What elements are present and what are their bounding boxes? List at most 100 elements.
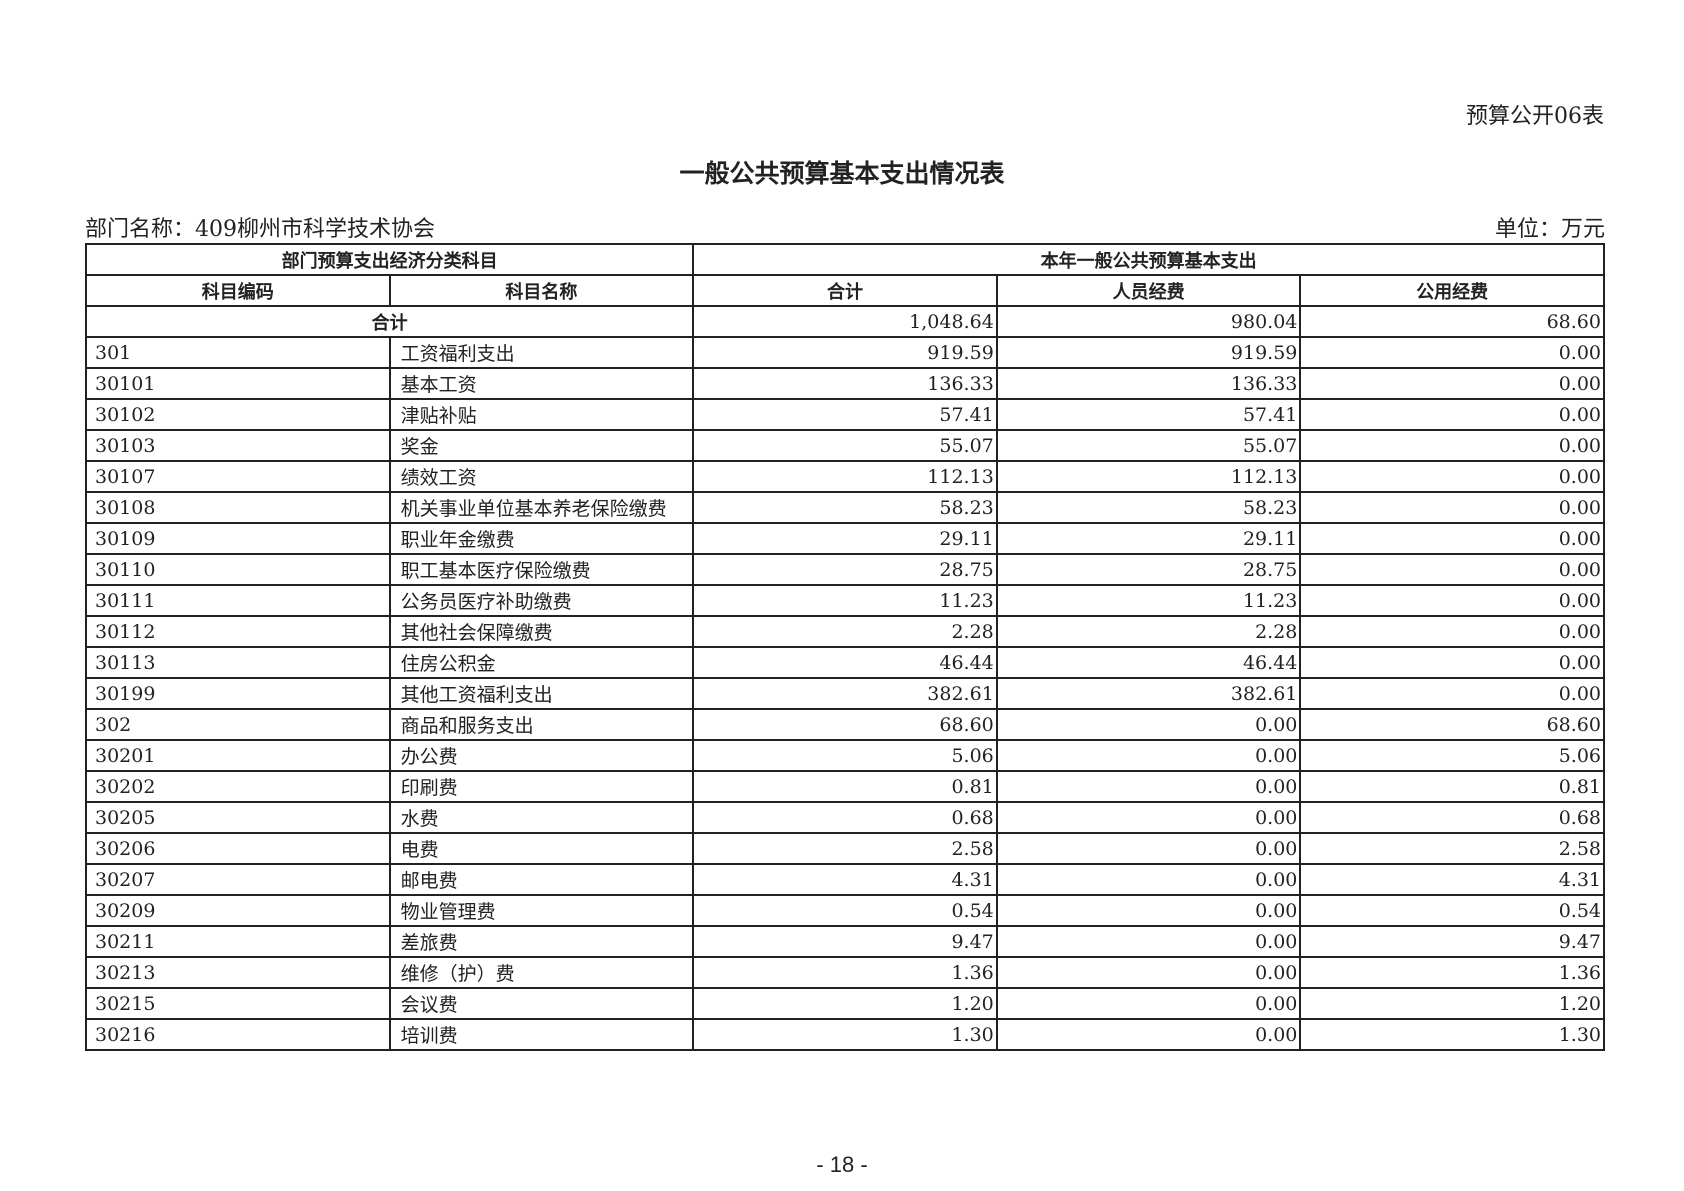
cell-name: 机关事业单位基本养老保险缴费 <box>388 491 695 524</box>
cell-name: 其他工资福利支出 <box>388 677 695 710</box>
cell-personnel: 46.44 <box>995 646 1302 679</box>
cell-total: 29.11 <box>692 522 998 555</box>
cell-name: 职业年金缴费 <box>388 522 695 555</box>
cell-public: 0.00 <box>1299 646 1605 679</box>
cell-code: 30108 <box>85 491 391 524</box>
cell-personnel: 0.00 <box>995 770 1302 803</box>
cell-personnel: 58.23 <box>995 491 1302 524</box>
table-row: 30201 办公费 5.06 0.00 5.06 <box>85 739 1605 772</box>
cell-public: 0.54 <box>1299 894 1605 927</box>
cell-name: 电费 <box>388 832 695 865</box>
table-row: 30209 物业管理费 0.54 0.00 0.54 <box>85 894 1605 927</box>
cell-public: 68.60 <box>1299 708 1605 741</box>
cell-code: 30209 <box>85 894 391 927</box>
cell-total: 1.30 <box>692 1018 998 1051</box>
cell-public: 0.00 <box>1299 491 1605 524</box>
table-row: 30113 住房公积金 46.44 46.44 0.00 <box>85 646 1605 679</box>
cell-personnel: 0.00 <box>995 925 1302 958</box>
cell-name: 其他社会保障缴费 <box>388 615 695 648</box>
cell-code: 30109 <box>85 522 391 555</box>
header-public: 公用经费 <box>1299 274 1605 307</box>
table-row: 30202 印刷费 0.81 0.00 0.81 <box>85 770 1605 803</box>
table-row: 30211 差旅费 9.47 0.00 9.47 <box>85 925 1605 958</box>
header-personnel: 人员经费 <box>995 274 1302 307</box>
header-code: 科目编码 <box>85 274 391 307</box>
table-row: 301 工资福利支出 919.59 919.59 0.00 <box>85 336 1605 369</box>
cell-code: 30112 <box>85 615 391 648</box>
cell-personnel: 0.00 <box>995 739 1302 772</box>
cell-code: 30111 <box>85 584 391 617</box>
cell-personnel: 0.00 <box>995 894 1302 927</box>
cell-total: 9.47 <box>692 925 998 958</box>
header-group-expenditure: 本年一般公共预算基本支出 <box>692 243 1605 276</box>
cell-name: 邮电费 <box>388 863 695 896</box>
cell-public: 0.00 <box>1299 429 1605 462</box>
budget-table: 部门预算支出经济分类科目 本年一般公共预算基本支出 科目编码 科目名称 合计 人… <box>84 243 1605 1051</box>
table-row: 30111 公务员医疗补助缴费 11.23 11.23 0.00 <box>85 584 1605 617</box>
cell-name: 水费 <box>388 801 695 834</box>
cell-total: 55.07 <box>692 429 998 462</box>
cell-code: 30101 <box>85 367 391 400</box>
cell-total: 382.61 <box>692 677 998 710</box>
cell-name: 津贴补贴 <box>388 398 695 431</box>
cell-name: 会议费 <box>388 987 695 1020</box>
cell-personnel: 0.00 <box>995 987 1302 1020</box>
cell-total: 0.68 <box>692 801 998 834</box>
total-label: 合计 <box>84 305 695 338</box>
table-row: 30216 培训费 1.30 0.00 1.30 <box>85 1018 1605 1051</box>
table-row: 30199 其他工资福利支出 382.61 382.61 0.00 <box>85 677 1605 710</box>
cell-code: 30205 <box>85 801 391 834</box>
cell-public: 5.06 <box>1299 739 1605 772</box>
cell-total: 2.58 <box>692 832 998 865</box>
cell-personnel: 28.75 <box>995 553 1302 586</box>
cell-public: 4.31 <box>1299 863 1605 896</box>
cell-code: 30102 <box>85 398 391 431</box>
table-row: 30109 职业年金缴费 29.11 29.11 0.00 <box>85 522 1605 555</box>
cell-total: 68.60 <box>692 708 998 741</box>
cell-total: 136.33 <box>692 367 998 400</box>
total-amount: 1,048.64 <box>692 305 998 338</box>
table-row: 30205 水费 0.68 0.00 0.68 <box>85 801 1605 834</box>
cell-name: 工资福利支出 <box>388 336 695 369</box>
cell-total: 57.41 <box>692 398 998 431</box>
cell-personnel: 0.00 <box>995 956 1302 989</box>
header-group-classification: 部门预算支出经济分类科目 <box>84 243 695 276</box>
cell-code: 30213 <box>85 956 391 989</box>
cell-personnel: 55.07 <box>995 429 1302 462</box>
table-row: 30213 维修（护）费 1.36 0.00 1.36 <box>85 956 1605 989</box>
cell-public: 0.00 <box>1299 522 1605 555</box>
total-personnel: 980.04 <box>995 305 1302 338</box>
cell-name: 培训费 <box>388 1018 695 1051</box>
cell-total: 11.23 <box>692 584 998 617</box>
cell-public: 0.81 <box>1299 770 1605 803</box>
table-row: 30108 机关事业单位基本养老保险缴费 58.23 58.23 0.00 <box>85 491 1605 524</box>
cell-personnel: 382.61 <box>995 677 1302 710</box>
cell-personnel: 2.28 <box>995 615 1302 648</box>
cell-name: 物业管理费 <box>388 894 695 927</box>
cell-public: 2.58 <box>1299 832 1605 865</box>
header-total: 合计 <box>692 274 998 307</box>
cell-personnel: 0.00 <box>995 1018 1302 1051</box>
cell-personnel: 0.00 <box>995 801 1302 834</box>
cell-code: 301 <box>85 336 391 369</box>
table-row: 302 商品和服务支出 68.60 0.00 68.60 <box>85 708 1605 741</box>
cell-code: 30113 <box>85 646 391 679</box>
header-row: 科目编码 科目名称 合计 人员经费 公用经费 <box>85 274 1605 307</box>
table-row: 30207 邮电费 4.31 0.00 4.31 <box>85 863 1605 896</box>
cell-code: 30216 <box>85 1018 391 1051</box>
cell-public: 0.00 <box>1299 584 1605 617</box>
cell-code: 30199 <box>85 677 391 710</box>
total-row: 合计 1,048.64 980.04 68.60 <box>84 305 1605 338</box>
cell-code: 30215 <box>85 987 391 1020</box>
cell-code: 30103 <box>85 429 391 462</box>
cell-personnel: 0.00 <box>995 863 1302 896</box>
cell-code: 30107 <box>85 460 391 493</box>
cell-name: 住房公积金 <box>388 646 695 679</box>
cell-public: 0.00 <box>1299 615 1605 648</box>
table-row: 30112 其他社会保障缴费 2.28 2.28 0.00 <box>85 615 1605 648</box>
cell-personnel: 112.13 <box>995 460 1302 493</box>
cell-name: 公务员医疗补助缴费 <box>388 584 695 617</box>
cell-name: 办公费 <box>388 739 695 772</box>
page-number: - 18 - <box>816 1152 868 1177</box>
cell-public: 0.00 <box>1299 677 1605 710</box>
